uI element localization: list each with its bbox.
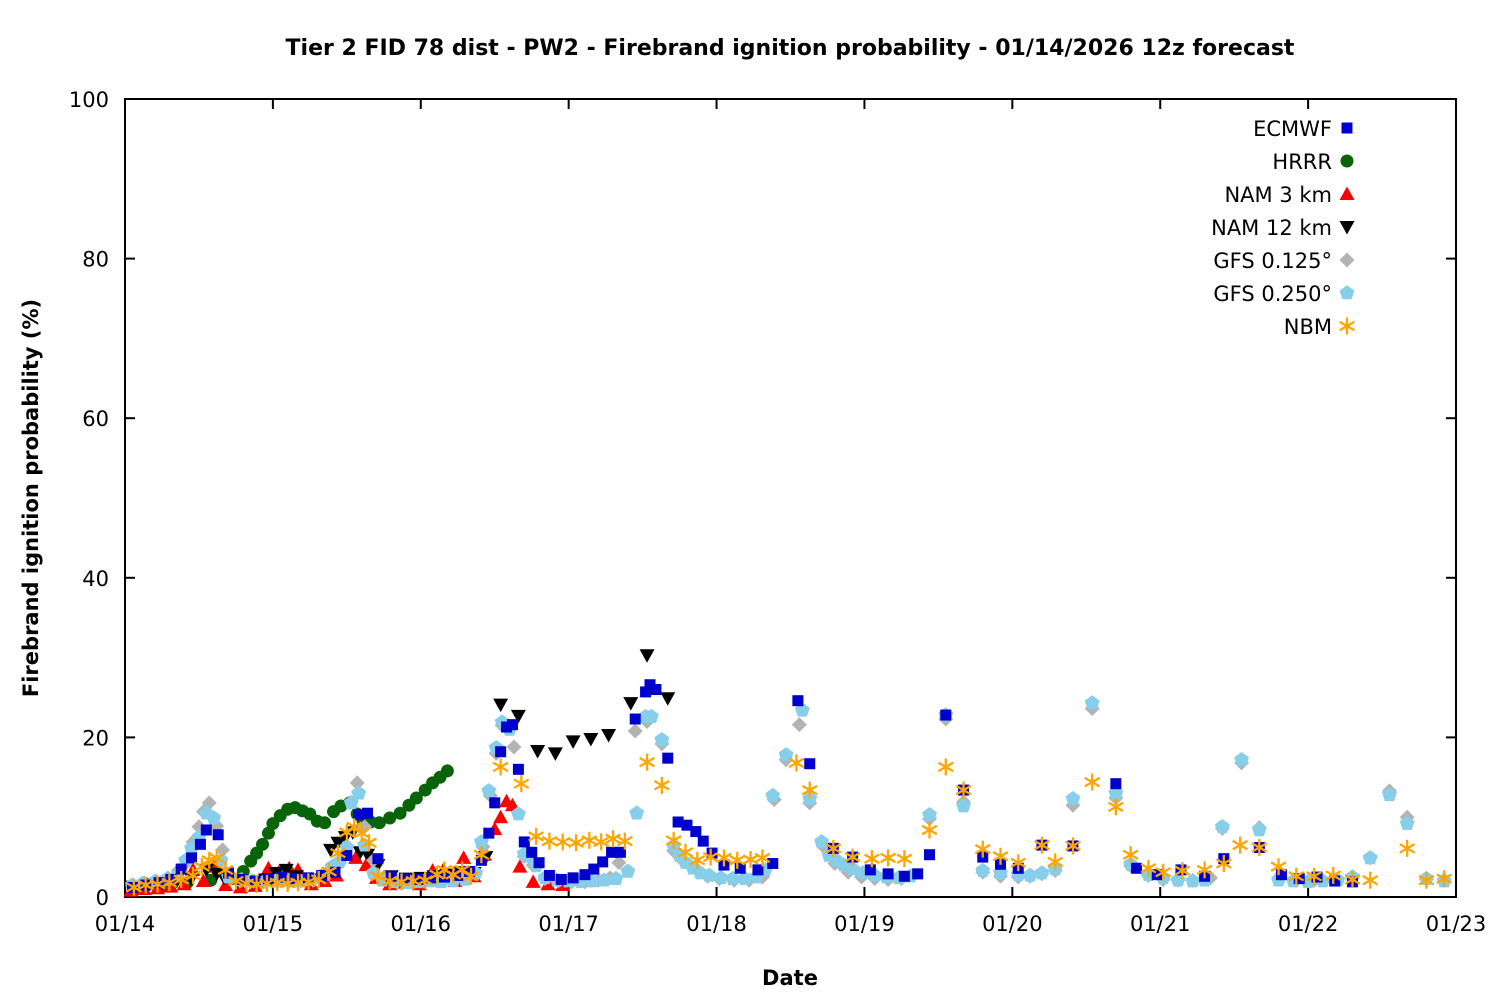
legend-label-ecmwf: ECMWF xyxy=(1253,117,1332,141)
series-gfs-0-125 xyxy=(124,701,1452,894)
legend-label-nbm: NBM xyxy=(1284,315,1332,339)
y-tick-label-60: 60 xyxy=(82,407,109,431)
x-tick-label-01-20: 01/20 xyxy=(982,912,1043,936)
x-tick-label-01-15: 01/15 xyxy=(243,912,304,936)
legend-label-gfs-0-250: GFS 0.250° xyxy=(1213,282,1332,306)
x-axis-title: Date xyxy=(762,966,818,990)
x-tick-label-01-23: 01/23 xyxy=(1426,912,1487,936)
legend-entry-gfs-0-125: GFS 0.125° xyxy=(1213,249,1355,273)
y-tick-label-80: 80 xyxy=(82,248,109,272)
y-axis-title: Firebrand ignition probability (%) xyxy=(19,299,43,697)
legend-entry-nam-3-km: NAM 3 km xyxy=(1224,183,1355,207)
axis-ticks: 01/14 01/15 01/16 01/17 01/18 01/19 01/20 01/21… xyxy=(69,88,1486,936)
legend-marker-gfs-0-250-icon xyxy=(1339,285,1355,300)
x-tick-label-01-14: 01/14 xyxy=(95,912,156,936)
x-tick-label-01-17: 01/17 xyxy=(538,912,599,936)
legend-entry-nbm: NBM xyxy=(1284,315,1355,339)
legend-label-nam-12-km: NAM 12 km xyxy=(1211,216,1332,240)
legend-entry-ecmwf: ECMWF xyxy=(1253,117,1353,141)
series-ecmwf xyxy=(126,679,1358,893)
legend-marker-nam-3-km-icon xyxy=(1339,186,1355,200)
legend-marker-ecmwf-icon xyxy=(1341,122,1353,134)
legend-marker-nbm-icon xyxy=(1339,317,1355,335)
plot-border xyxy=(124,98,1457,898)
series-gfs-0-250 xyxy=(124,695,1452,892)
plot-frame xyxy=(124,98,1457,898)
legend-marker-nam-12-km-icon xyxy=(1339,221,1355,235)
series-nbm xyxy=(125,753,1453,896)
data-series-layer xyxy=(123,649,1453,897)
y-tick-label-0: 0 xyxy=(96,886,109,910)
y-tick-label-20: 20 xyxy=(82,726,109,750)
x-tick-label-01-19: 01/19 xyxy=(834,912,895,936)
legend-entry-nam-12-km: NAM 12 km xyxy=(1211,216,1355,240)
legend: ECMWF HRRR NAM 3 km NAM 12 km GFS 0.125° GFS … xyxy=(1211,117,1355,339)
y-tick-label-40: 40 xyxy=(82,567,109,591)
legend-entry-gfs-0-250: GFS 0.250° xyxy=(1213,282,1355,306)
x-tick-label-01-21: 01/21 xyxy=(1130,912,1191,936)
legend-label-gfs-0-125: GFS 0.125° xyxy=(1213,249,1332,273)
x-tick-label-01-22: 01/22 xyxy=(1278,912,1339,936)
x-tick-label-01-18: 01/18 xyxy=(686,912,747,936)
chart-title: Tier 2 FID 78 dist - PW2 - Firebrand ign… xyxy=(286,36,1295,61)
x-tick-label-01-16: 01/16 xyxy=(391,912,452,936)
legend-entry-hrrr: HRRR xyxy=(1272,150,1354,174)
legend-marker-gfs-0-125-icon xyxy=(1339,252,1355,268)
legend-label-nam-3-km: NAM 3 km xyxy=(1224,183,1332,207)
y-tick-label-100: 100 xyxy=(69,88,109,112)
legend-label-hrrr: HRRR xyxy=(1272,150,1332,174)
legend-marker-hrrr-icon xyxy=(1340,154,1354,168)
series-nam-12-km xyxy=(124,649,676,895)
